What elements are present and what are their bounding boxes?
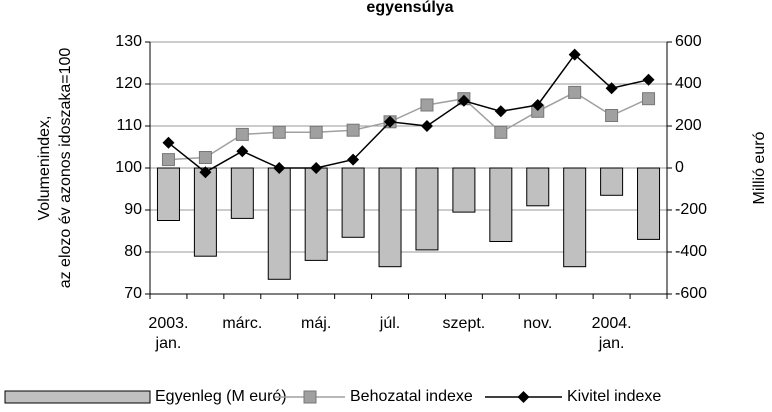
- marker: [568, 85, 582, 99]
- bar: [156, 167, 180, 221]
- y-tick-label: 130: [115, 33, 142, 50]
- x-tick-label: máj.: [301, 315, 332, 332]
- marker: [236, 145, 249, 158]
- marker: [199, 166, 212, 179]
- marker: [310, 162, 323, 174]
- y-tick-label: 70: [124, 285, 142, 302]
- marker: [494, 105, 507, 118]
- marker: [162, 136, 175, 149]
- marker: [235, 127, 249, 141]
- x-tick-label: 2004. jan.: [591, 315, 632, 352]
- legend-label: Egyenleg (M euró): [155, 388, 287, 405]
- legend-marker: [517, 391, 530, 403]
- bar: [230, 167, 254, 219]
- x-tick-label: júl.: [379, 315, 401, 332]
- x-tick-label: 2003. jan.: [148, 315, 189, 352]
- bar: [378, 167, 402, 268]
- bar: [452, 167, 476, 213]
- y2-tick-label: -600: [675, 285, 707, 302]
- y2-tick-label: -200: [675, 201, 707, 218]
- y-tick-label: 120: [115, 75, 142, 92]
- y-axis-label: az elozo év azonos idoszaka=100: [57, 48, 74, 289]
- y2-tick-label: -400: [675, 243, 707, 260]
- y-tick-label: 110: [116, 117, 142, 134]
- marker: [198, 151, 212, 164]
- y-tick-label: 100: [115, 159, 142, 176]
- y-axis-label: Volumenindex,: [36, 116, 53, 221]
- y-tick-label: 80: [124, 243, 142, 260]
- x-tick-label: szept.: [442, 315, 486, 332]
- bar: [341, 167, 365, 238]
- y2-tick-label: 0: [675, 159, 684, 176]
- marker: [531, 99, 544, 111]
- legend-label: Kivitel indexe: [567, 388, 661, 405]
- x-tick-label: márc.: [222, 315, 263, 332]
- marker: [420, 98, 434, 112]
- marker: [161, 153, 175, 167]
- bar: [193, 167, 217, 257]
- chart-title: egyensúlya: [366, 0, 453, 16]
- marker: [642, 92, 656, 106]
- marker: [273, 162, 286, 174]
- legend-label: Behozatal indexe: [350, 388, 473, 405]
- bar: [600, 167, 624, 196]
- bar: [415, 167, 439, 251]
- marker: [347, 153, 360, 166]
- bar: [267, 167, 291, 280]
- legend-marker: [303, 390, 317, 404]
- y2-axis-label: Millió euró: [751, 131, 768, 204]
- legend-swatch: [4, 390, 151, 404]
- marker: [605, 109, 619, 122]
- marker: [568, 48, 581, 61]
- y-tick-label: 90: [124, 201, 142, 218]
- marker: [457, 94, 470, 107]
- y2-tick-label: 600: [675, 33, 702, 50]
- bar: [637, 167, 661, 240]
- y2-tick-label: 400: [675, 75, 702, 92]
- bar: [526, 167, 550, 207]
- bar: [489, 167, 513, 242]
- marker: [272, 125, 286, 139]
- x-tick-label: nov.: [523, 315, 553, 332]
- marker: [605, 82, 618, 95]
- marker: [309, 125, 323, 139]
- marker: [346, 123, 360, 137]
- line: [167, 53, 649, 174]
- marker: [384, 115, 397, 128]
- marker: [494, 125, 508, 139]
- marker: [642, 73, 655, 86]
- marker: [420, 120, 433, 132]
- bar: [563, 167, 587, 268]
- bar: [304, 167, 328, 261]
- y2-tick-label: 200: [675, 117, 702, 134]
